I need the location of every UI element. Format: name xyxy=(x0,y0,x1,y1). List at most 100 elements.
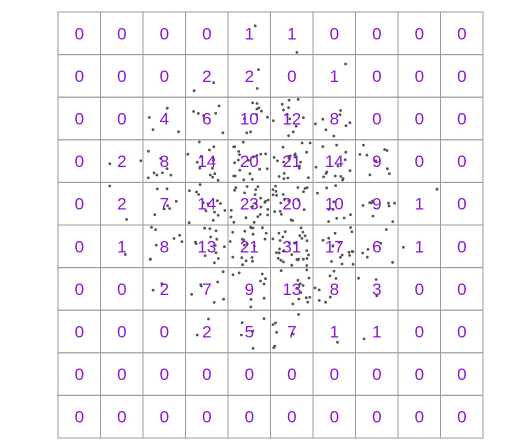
scatter-point-84 xyxy=(237,158,240,162)
scatter-point-290 xyxy=(290,253,294,256)
scatter-point-296 xyxy=(351,262,355,266)
cell-count-label-4-0: 0 xyxy=(75,195,84,214)
scatter-point-265 xyxy=(278,247,281,251)
scatter-point-130 xyxy=(385,149,389,152)
scatter-point-148 xyxy=(211,218,215,222)
scatter-point-214 xyxy=(387,201,390,205)
cell-count-label-4-2: 7 xyxy=(160,195,169,214)
scatter-point-82 xyxy=(258,167,261,171)
scatter-point-293 xyxy=(305,257,309,260)
scatter-point-309 xyxy=(333,231,337,235)
scatter-point-86 xyxy=(232,174,236,178)
scatter-point-162 xyxy=(266,208,270,211)
scatter-point-282 xyxy=(298,234,302,238)
scatter-point-217 xyxy=(371,199,374,203)
scatter-point-254 xyxy=(251,259,254,263)
scatter-point-308 xyxy=(348,254,351,257)
scatter-point-266 xyxy=(302,257,305,261)
scatter-point-182 xyxy=(281,193,285,196)
scatter-point-193 xyxy=(280,212,283,216)
scatter-point-261 xyxy=(252,244,256,248)
cell-count-label-5-6: 17 xyxy=(325,237,344,256)
scatter-point-246 xyxy=(242,243,246,247)
scatter-point-8 xyxy=(151,128,155,132)
scatter-point-323 xyxy=(190,292,194,296)
scatter-point-368 xyxy=(291,332,295,336)
scatter-point-95 xyxy=(281,145,285,149)
scatter-point-249 xyxy=(261,226,264,230)
scatter-point-227 xyxy=(172,237,176,240)
cell-count-label-6-2: 2 xyxy=(160,280,169,299)
scatter-point-137 xyxy=(153,213,157,217)
cell-count-label-3-7: 9 xyxy=(372,152,381,171)
cell-count-label-6-0: 0 xyxy=(75,280,84,299)
cell-count-label-8-8: 0 xyxy=(415,365,424,384)
scatter-point-39 xyxy=(339,109,342,112)
scatter-point-69 xyxy=(198,166,202,170)
scatter-point-199 xyxy=(291,219,294,223)
scatter-point-357 xyxy=(328,295,332,299)
cell-count-label-1-9: 0 xyxy=(457,67,466,86)
scatter-point-2 xyxy=(212,81,216,84)
scatter-point-161 xyxy=(256,215,260,219)
scatter-point-300 xyxy=(347,250,351,254)
scatter-point-244 xyxy=(228,240,232,243)
scatter-point-73 xyxy=(265,167,269,171)
scatter-point-240 xyxy=(216,257,220,260)
scatter-point-7 xyxy=(165,106,169,110)
scatter-point-208 xyxy=(334,184,337,188)
scatter-point-70 xyxy=(199,154,203,158)
scatter-point-152 xyxy=(206,202,210,206)
scatter-point-195 xyxy=(283,197,286,201)
scatter-point-247 xyxy=(250,256,254,259)
cell-count-label-1-1: 0 xyxy=(117,67,126,86)
scatter-point-270 xyxy=(301,230,305,234)
scatter-point-285 xyxy=(288,241,291,245)
scatter-point-159 xyxy=(259,205,263,209)
scatter-point-92 xyxy=(282,160,285,164)
scatter-point-3 xyxy=(192,89,196,93)
scatter-point-169 xyxy=(266,198,270,202)
cell-count-label-0-7: 0 xyxy=(372,24,381,43)
scatter-point-361 xyxy=(207,317,210,321)
scatter-point-260 xyxy=(251,232,255,236)
scatter-point-87 xyxy=(242,178,246,182)
scatter-point-68 xyxy=(212,157,215,161)
scatter-point-343 xyxy=(308,295,312,299)
scatter-point-372 xyxy=(273,344,277,348)
cell-count-label-1-2: 0 xyxy=(160,67,169,86)
cell-count-label-1-8: 0 xyxy=(415,67,424,86)
scatter-point-44 xyxy=(338,113,342,116)
scatter-point-226 xyxy=(150,225,153,229)
scatter-point-314 xyxy=(365,255,369,259)
scatter-point-150 xyxy=(223,209,227,212)
scatter-point-291 xyxy=(271,237,275,241)
scatter-point-17 xyxy=(243,117,246,121)
scatter-point-35 xyxy=(291,130,295,134)
scatter-point-12 xyxy=(196,112,200,115)
cell-count-label-6-3: 7 xyxy=(202,280,211,299)
cell-count-label-7-2: 0 xyxy=(160,323,169,342)
cell-count-label-9-0: 0 xyxy=(75,408,84,427)
scatter-point-173 xyxy=(258,213,262,216)
scatter-point-146 xyxy=(216,213,220,217)
scatter-point-6 xyxy=(344,62,347,66)
cell-count-label-2-6: 8 xyxy=(330,110,339,129)
scatter-point-235 xyxy=(215,237,219,241)
cell-count-label-3-0: 0 xyxy=(75,152,84,171)
scatter-point-355 xyxy=(317,288,321,292)
scatter-point-104 xyxy=(294,155,298,159)
cell-count-label-9-7: 0 xyxy=(372,408,381,427)
cell-count-label-3-5: 21 xyxy=(282,152,301,171)
cell-count-label-8-1: 0 xyxy=(117,365,126,384)
scatter-point-305 xyxy=(340,262,344,266)
scatter-point-24 xyxy=(251,101,255,105)
cell-count-label-4-7: 9 xyxy=(372,195,381,214)
scatter-point-49 xyxy=(169,173,173,177)
scatter-point-106 xyxy=(272,156,276,159)
cell-count-label-7-0: 0 xyxy=(75,323,84,342)
cell-count-label-1-6: 1 xyxy=(330,67,339,86)
scatter-point-174 xyxy=(243,191,247,195)
scatter-point-346 xyxy=(304,296,308,300)
scatter-point-121 xyxy=(341,177,345,180)
